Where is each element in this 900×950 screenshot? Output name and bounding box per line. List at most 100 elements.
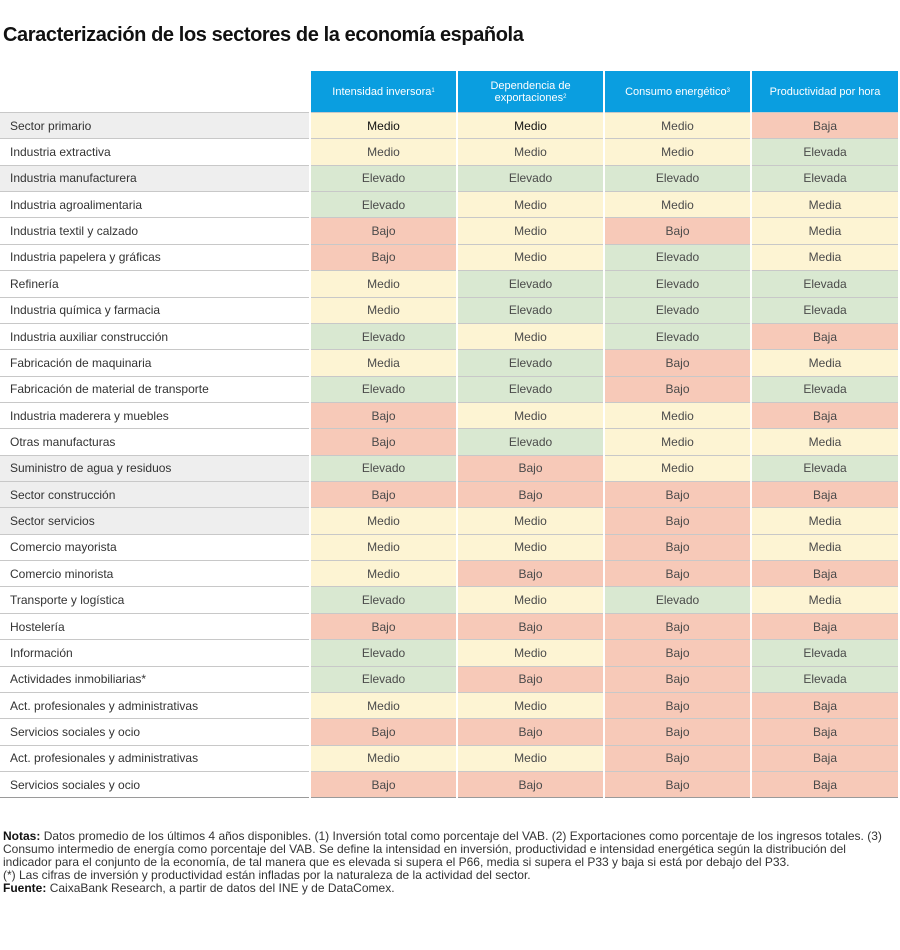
table-row: Industria extractiva Medio Medio Medio Eleva… <box>0 138 898 166</box>
productividad-cell: Baja <box>750 111 898 139</box>
intensidad-cell: Elevado <box>309 639 457 667</box>
notes: Notas: Datos promedio de los últimos 4 a… <box>3 830 893 895</box>
intensidad-cell: Bajo <box>309 428 457 456</box>
intensidad-cell: Bajo <box>309 718 457 746</box>
intensidad-cell: Elevado <box>309 454 457 482</box>
dependencia-cell: Elevado <box>456 270 604 298</box>
sector-name: Act. profesionales y administrativas <box>0 691 310 719</box>
dependencia-cell: Bajo <box>456 718 604 746</box>
sector-name: Industria química y farmacia <box>0 296 310 324</box>
consumo-cell: Bajo <box>603 507 751 535</box>
dependencia-cell: Bajo <box>456 481 604 508</box>
dependencia-cell: Bajo <box>456 665 604 693</box>
notes-asterisk: (*) Las cifras de inversión y productivi… <box>3 868 531 882</box>
intensidad-cell: Bajo <box>309 770 457 799</box>
sector-name: Sector construcción <box>0 481 310 508</box>
dependencia-cell: Medio <box>456 691 604 719</box>
header-intensidad: Intensidad inversora1 <box>309 71 457 113</box>
sector-name: Industria auxiliar construcción <box>0 322 310 350</box>
table-row: Servicios sociales y ocio Bajo Bajo Bajo Baj… <box>0 770 898 799</box>
productividad-cell: Media <box>750 217 898 245</box>
dependencia-cell: Medio <box>456 401 604 429</box>
productividad-cell: Baja <box>750 401 898 429</box>
productividad-cell: Elevada <box>750 454 898 482</box>
sector-table: Intensidad inversora1 Dependencia de exp… <box>0 71 898 799</box>
header-blank <box>0 71 310 113</box>
header-consumo: Consumo energético3 <box>603 71 751 113</box>
intensidad-cell: Medio <box>309 560 457 587</box>
intensidad-cell: Bajo <box>309 243 457 271</box>
table-row: Sector servicios Medio Medio Bajo Media <box>0 507 898 535</box>
notes-paragraph: Notas: Datos promedio de los últimos 4 a… <box>3 830 893 869</box>
table-row: Act. profesionales y administrativas Medi… <box>0 691 898 719</box>
productividad-cell: Baja <box>750 718 898 746</box>
consumo-cell: Medio <box>603 428 751 456</box>
consumo-cell: Bajo <box>603 691 751 719</box>
productividad-cell: Baja <box>750 322 898 350</box>
productividad-cell: Media <box>750 533 898 561</box>
table-row: Act. profesionales y administrativas Medi… <box>0 744 898 772</box>
intensidad-cell: Bajo <box>309 612 457 640</box>
intensidad-cell: Bajo <box>309 217 457 245</box>
table-row: Actividades inmobiliarias* Elevado Bajo Baj… <box>0 665 898 693</box>
dependencia-cell: Elevado <box>456 349 604 377</box>
sector-name: Sector primario <box>0 111 310 139</box>
intensidad-cell: Elevado <box>309 586 457 614</box>
productividad-cell: Elevada <box>750 639 898 667</box>
table-row: Fabricación de maquinaria Media Elevado Baj… <box>0 349 898 377</box>
sector-name: Industria manufacturera <box>0 164 310 192</box>
table-row: Servicios sociales y ocio Bajo Bajo Bajo Baj… <box>0 718 898 746</box>
consumo-cell: Bajo <box>603 533 751 561</box>
table-row: Hostelería Bajo Bajo Bajo Baja <box>0 612 898 640</box>
productividad-cell: Media <box>750 586 898 614</box>
dependencia-cell: Medio <box>456 533 604 561</box>
dependencia-cell: Medio <box>456 243 604 271</box>
header-productividad: Productividad por hora <box>750 71 898 113</box>
consumo-cell: Bajo <box>603 770 751 799</box>
dependencia-cell: Medio <box>456 217 604 245</box>
sector-name: Hostelería <box>0 612 310 640</box>
intensidad-cell: Media <box>309 349 457 377</box>
sector-name: Actividades inmobiliarias* <box>0 665 310 693</box>
table-row: Comercio minorista Medio Bajo Bajo Baja <box>0 560 898 587</box>
productividad-cell: Media <box>750 349 898 377</box>
table-row: Industria manufacturera Elevado Elevado Ele… <box>0 164 898 192</box>
sector-name: Sector servicios <box>0 507 310 535</box>
intensidad-cell: Medio <box>309 111 457 139</box>
page-title: Caracterización de los sectores de la ec… <box>3 24 524 46</box>
productividad-cell: Media <box>750 243 898 271</box>
intensidad-cell: Medio <box>309 296 457 324</box>
table-row: Industria química y farmacia Medio Elevado… <box>0 296 898 324</box>
dependencia-cell: Elevado <box>456 164 604 192</box>
intensidad-cell: Medio <box>309 270 457 298</box>
intensidad-cell: Elevado <box>309 164 457 192</box>
dependencia-cell: Medio <box>456 507 604 535</box>
sector-name: Comercio mayorista <box>0 533 310 561</box>
dependencia-cell: Medio <box>456 111 604 139</box>
dependencia-cell: Medio <box>456 744 604 772</box>
sector-name: Suministro de agua y residuos <box>0 454 310 482</box>
productividad-cell: Baja <box>750 612 898 640</box>
sector-name: Industria textil y calzado <box>0 217 310 245</box>
consumo-cell: Medio <box>603 454 751 482</box>
sector-name: Industria agroalimentaria <box>0 191 310 218</box>
intensidad-cell: Bajo <box>309 401 457 429</box>
sector-name: Servicios sociales y ocio <box>0 718 310 746</box>
productividad-cell: Elevada <box>750 665 898 693</box>
intensidad-cell: Elevado <box>309 191 457 218</box>
consumo-cell: Medio <box>603 138 751 166</box>
table-row: Comercio mayorista Medio Medio Bajo Media <box>0 533 898 561</box>
productividad-cell: Elevada <box>750 270 898 298</box>
dependencia-cell: Bajo <box>456 454 604 482</box>
consumo-cell: Bajo <box>603 665 751 693</box>
consumo-cell: Bajo <box>603 718 751 746</box>
consumo-cell: Elevado <box>603 270 751 298</box>
sector-name: Transporte y logística <box>0 586 310 614</box>
dependencia-cell: Medio <box>456 322 604 350</box>
dependencia-cell: Elevado <box>456 428 604 456</box>
consumo-cell: Elevado <box>603 586 751 614</box>
productividad-cell: Elevada <box>750 164 898 192</box>
intensidad-cell: Elevado <box>309 322 457 350</box>
table-row: Sector primario Medio Medio Medio Baja <box>0 111 898 139</box>
dependencia-cell: Medio <box>456 639 604 667</box>
